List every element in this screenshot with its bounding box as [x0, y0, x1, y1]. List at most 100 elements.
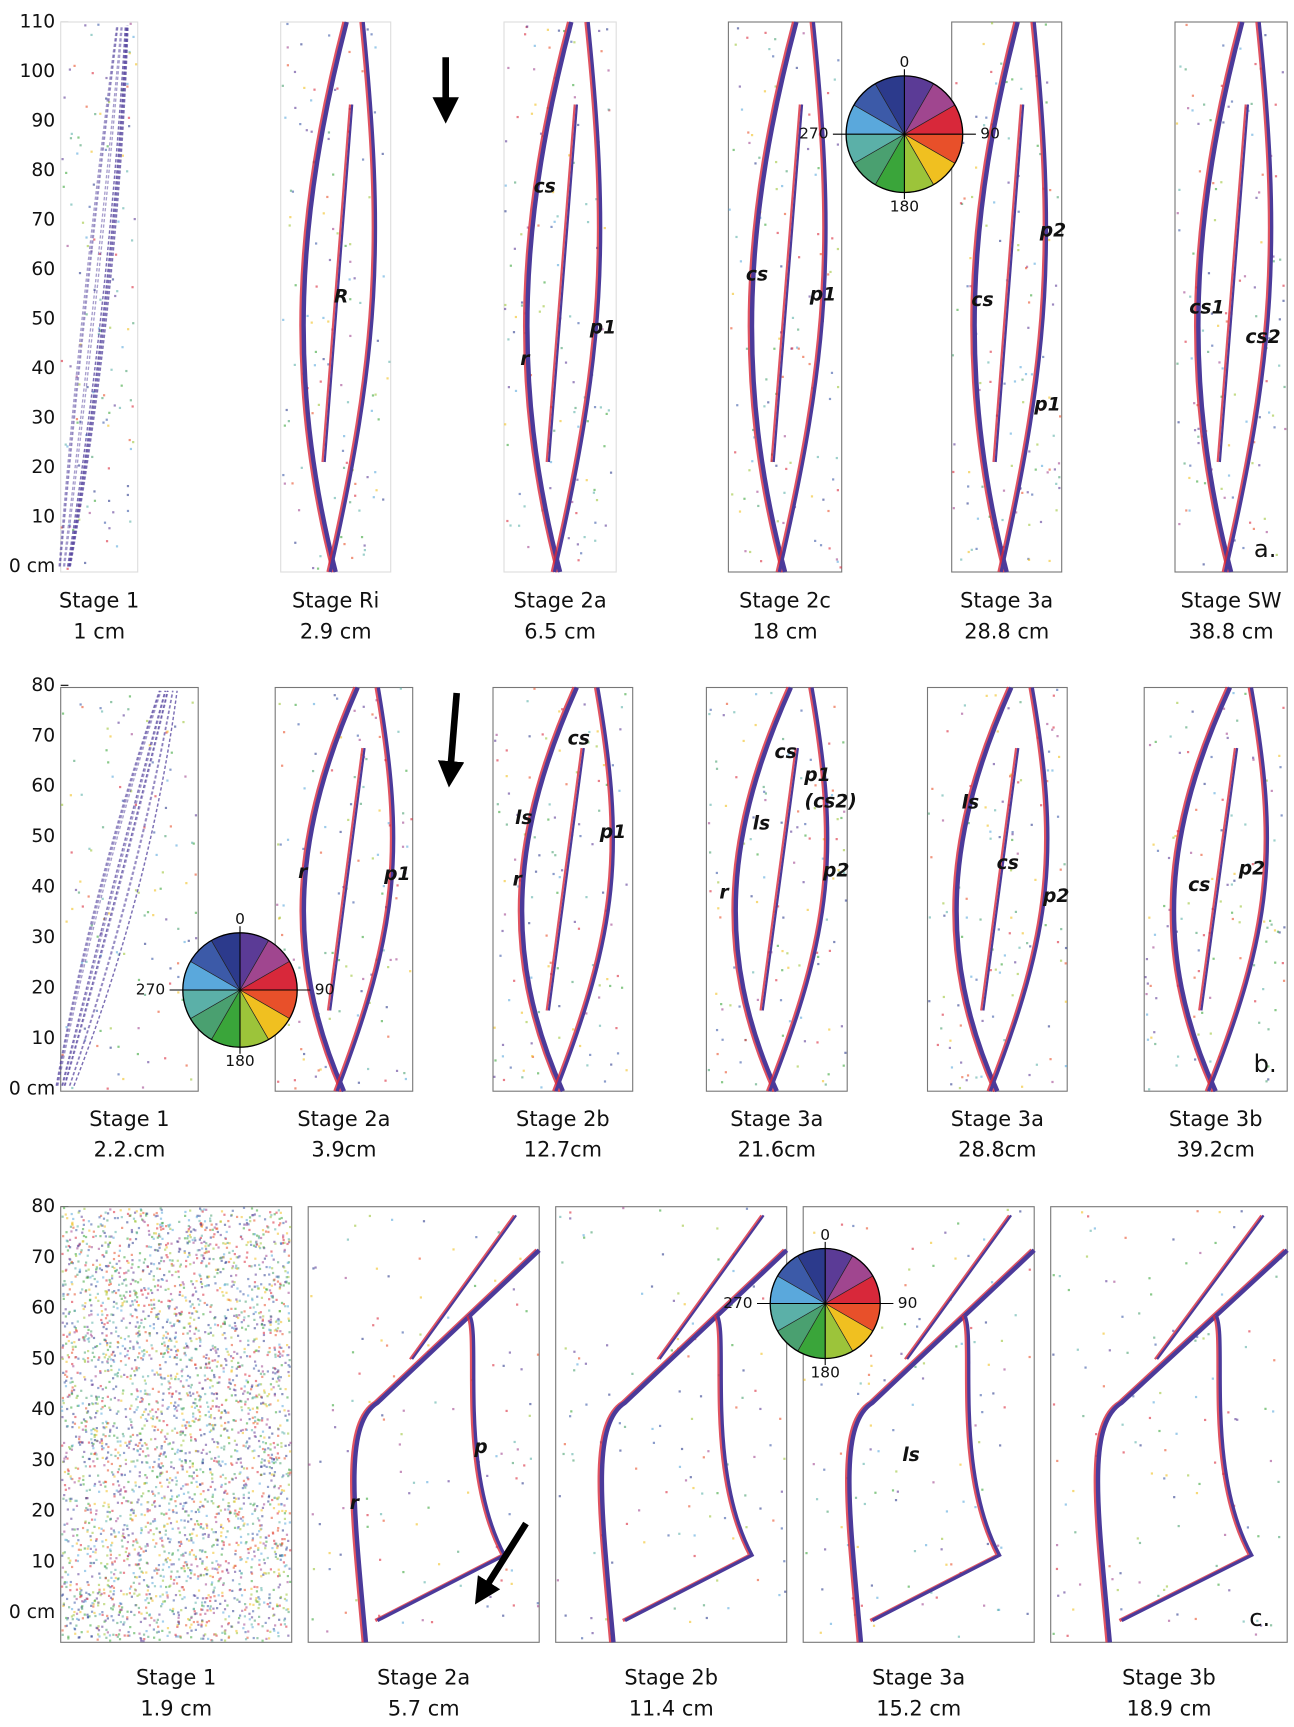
speckle [966, 285, 969, 288]
speckle [245, 1442, 248, 1445]
speckle [287, 1254, 291, 1257]
speckle [174, 1378, 177, 1381]
stage-label: Stage 3b [1169, 1107, 1263, 1131]
speckle [501, 1043, 505, 1047]
speckle [239, 1535, 243, 1539]
speckle [211, 1581, 214, 1584]
speckle [269, 1211, 272, 1214]
speckle [188, 1551, 192, 1554]
speckle [174, 1476, 177, 1479]
speckle [167, 1380, 170, 1383]
speckle [117, 721, 120, 724]
speckle [80, 1249, 83, 1252]
speckle [90, 1452, 93, 1455]
speckle [209, 1348, 212, 1352]
speckle [75, 418, 79, 421]
speckle [337, 892, 340, 895]
speckle [110, 700, 113, 704]
speckle [263, 1218, 267, 1221]
speckle [1217, 324, 1220, 327]
speckle [148, 1593, 151, 1596]
speckle [204, 1362, 208, 1365]
speckle [250, 1243, 253, 1246]
speckle [271, 1607, 275, 1610]
speckle [287, 1432, 290, 1435]
speckle [160, 1431, 163, 1434]
speckle [79, 1251, 83, 1254]
speckle [720, 1081, 724, 1084]
speckle [148, 1393, 151, 1396]
speckle [138, 1545, 141, 1549]
speckle [131, 1544, 135, 1547]
speckle [170, 1489, 173, 1492]
speckle [326, 195, 329, 199]
speckle [60, 1405, 63, 1408]
speckle [1266, 926, 1269, 929]
speckle [826, 91, 830, 95]
speckle [281, 1242, 284, 1245]
speckle [73, 1628, 77, 1631]
speckle [230, 1336, 233, 1339]
speckle [205, 1556, 209, 1559]
speckle [1281, 962, 1284, 965]
speckle [261, 1229, 265, 1232]
speckle [534, 103, 537, 106]
speckle [962, 141, 965, 144]
speckle [402, 812, 405, 815]
speckle [267, 1572, 270, 1575]
speckle [165, 1585, 168, 1589]
speckle [220, 1523, 223, 1526]
speckle [207, 1250, 210, 1253]
speckle [187, 1230, 190, 1233]
speckle [119, 1514, 122, 1518]
speckle [775, 187, 778, 191]
speckle [738, 1005, 741, 1008]
speckle [256, 1422, 259, 1425]
speckle [113, 1251, 116, 1255]
speckle [107, 1579, 110, 1582]
speckle [145, 1339, 149, 1342]
speckle [217, 1580, 220, 1583]
speckle [65, 1379, 68, 1382]
speckle [241, 1519, 244, 1522]
speckle [64, 1308, 67, 1311]
speckle [99, 1223, 102, 1226]
speckle [1030, 294, 1033, 297]
speckle [715, 871, 718, 875]
speckle [64, 1419, 67, 1422]
speckle [202, 1293, 205, 1296]
speckle [502, 1078, 506, 1082]
speckle [171, 1274, 174, 1277]
speckle [388, 360, 391, 363]
speckle [93, 1355, 96, 1359]
speckle [1282, 979, 1286, 982]
speckle [1258, 1021, 1261, 1024]
speckle [159, 1207, 162, 1210]
speckle [1000, 963, 1003, 966]
speckle [203, 1301, 206, 1305]
speckle [173, 1312, 176, 1315]
speckle [354, 482, 357, 485]
speckle [122, 1532, 125, 1535]
speckle [370, 33, 373, 36]
speckle [98, 1588, 101, 1591]
speckle [252, 1244, 256, 1247]
speckle [116, 290, 119, 293]
speckle [122, 1571, 126, 1574]
speckle [1051, 769, 1054, 772]
speckle [62, 1604, 65, 1608]
speckle [1197, 1033, 1200, 1036]
speckle [109, 1553, 113, 1556]
speckle [200, 1625, 203, 1628]
speckle [221, 1527, 225, 1530]
fault-trace [1200, 747, 1239, 1011]
speckle [196, 1485, 199, 1488]
speckle [169, 1575, 173, 1578]
speckle [553, 220, 556, 223]
speckle [223, 1491, 226, 1494]
speckle [239, 1290, 242, 1293]
speckle [276, 1399, 280, 1402]
speckle [992, 762, 995, 766]
speckle [1056, 815, 1060, 818]
speckle [165, 1246, 168, 1249]
